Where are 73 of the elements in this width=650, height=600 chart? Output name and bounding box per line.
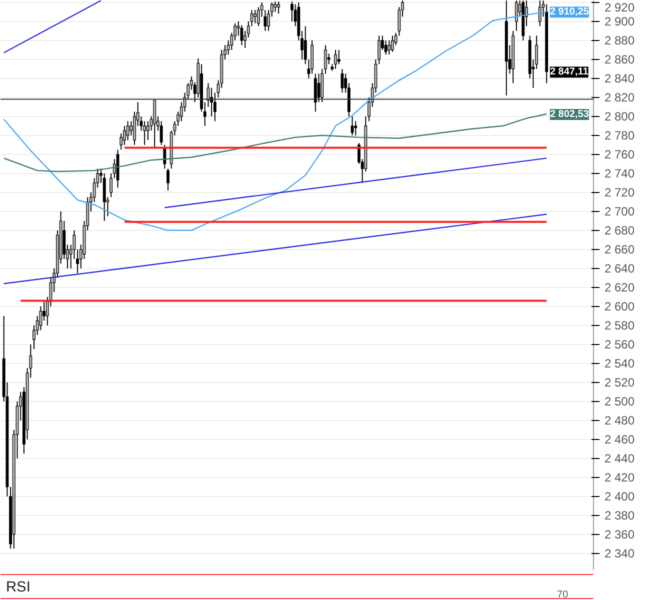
candlestick [250,10,254,27]
y-tick-label: 2 700 [604,204,635,218]
candlestick [317,73,320,103]
candlestick [146,120,150,141]
candlestick [274,0,277,12]
candlestick [126,120,130,141]
data-label: 2 910,25 [550,6,590,18]
y-tick-label: 2 760 [604,147,635,162]
candlestick [538,0,542,27]
y-tick-label: 2 340 [604,546,635,560]
y-tick-label: 2 420 [604,470,635,484]
candlestick [350,116,354,136]
y-tick-label: 2 920 [604,0,635,14]
candlestick [334,49,337,70]
y-tick-label: 2 820 [604,90,635,104]
candlestick [254,10,257,24]
y-tick-label: 2 400 [604,489,635,504]
candlestick [320,68,324,103]
line-series [3,11,548,231]
candlestick [327,53,330,65]
y-tick-label: 2 360 [604,527,635,542]
candlestick [39,306,42,331]
y-tick-label: 2 600 [604,299,635,314]
candlestick [240,24,244,46]
y-tick-label: 2 560 [604,337,635,352]
y-tick-label: 2 580 [604,318,635,332]
y-tick-label: 2 880 [604,33,635,48]
y-tick-label: 2 520 [604,375,635,390]
y-tick-label: 2 380 [604,508,635,522]
y-tick-label: 2 640 [604,261,635,276]
y-tick-label: 2 660 [604,242,635,256]
y-tick-label: 2 740 [604,166,635,180]
y-tick-label: 2 620 [604,280,635,294]
candlestick [102,172,106,222]
candlestick [384,40,388,56]
candlestick [277,0,280,14]
candlestick [378,35,381,65]
candlestick [314,73,317,112]
text: 2 847,11 [550,66,588,78]
candlestick [290,0,294,22]
candlestick [391,35,394,52]
candlestick [337,49,340,65]
candlestick [257,6,260,27]
data-label: 2 802,53 [550,108,590,120]
candlestick [166,168,170,191]
candlestick [153,100,156,150]
y-tick-label: 2 720 [604,185,635,200]
text: RSI [6,580,30,596]
y-tick-label: 2 860 [604,52,635,66]
y-tick-label: 2 780 [604,128,635,142]
y-tick-label: 2 840 [604,71,635,86]
candlestick [160,120,163,146]
line-series [3,113,548,172]
candlestick [514,0,518,32]
candlestick [340,68,344,94]
candlestick [310,40,314,74]
y-tick-label: 2 540 [604,356,635,370]
y-tick-label: 2 680 [604,223,635,238]
y-tick-label: 2 900 [604,14,635,28]
y-tick-label: 2 460 [604,432,635,446]
candlestick [122,125,126,146]
text: 70 [557,590,569,600]
y-tick-label: 2 440 [604,451,635,466]
y-tick-label: 2 800 [604,109,635,124]
y-tick-label: 2 500 [604,394,635,408]
candlestick [304,26,307,65]
candlestick [324,44,327,74]
candlestick [143,120,146,146]
candlestick [388,40,391,56]
candlestick [42,301,46,322]
y-tick-label: 2 480 [604,413,635,428]
candlestick [354,120,358,136]
candlestick [110,172,113,198]
